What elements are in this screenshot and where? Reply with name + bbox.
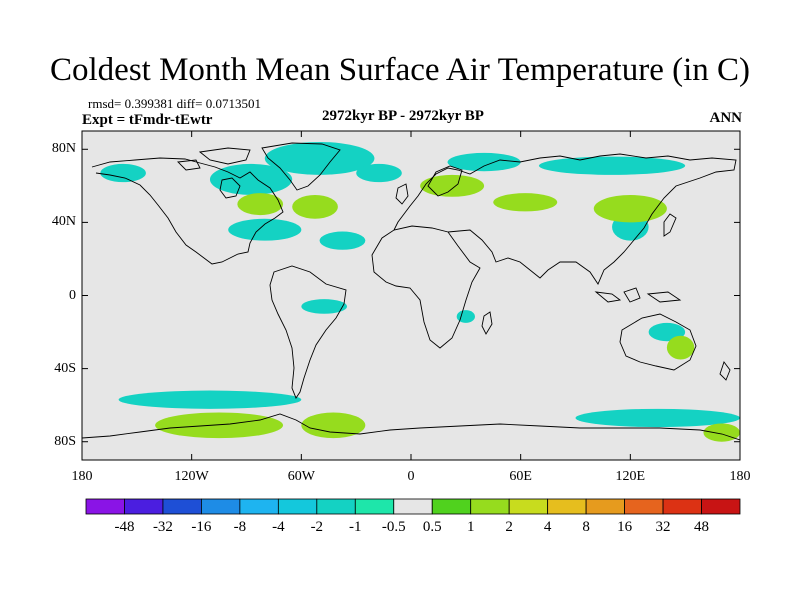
axis-ticks xyxy=(81,131,741,460)
colorbar-swatch xyxy=(701,498,741,515)
anomaly-region-warm xyxy=(292,194,338,219)
colorbar-swatch xyxy=(354,498,395,515)
coastline-indonesia xyxy=(594,287,682,303)
anomaly-region-cool xyxy=(538,156,686,175)
colorbar-swatch xyxy=(277,498,318,515)
anomaly-region-warm xyxy=(237,193,284,216)
lon-label-180e: 180 xyxy=(729,469,751,484)
colorbar-label: -32 xyxy=(152,519,173,535)
anomaly-region-warm xyxy=(593,194,667,223)
anomaly-region-warm xyxy=(301,412,366,439)
colorbar-label: 1 xyxy=(466,519,475,535)
colorbar-swatch xyxy=(508,498,549,515)
colorbar-swatch xyxy=(201,498,241,515)
colorbar-label: 32 xyxy=(655,519,671,535)
coastline-south-america xyxy=(269,265,347,399)
coastline-eurasia-africa xyxy=(371,153,737,349)
coastline-arctic-islands xyxy=(177,147,251,171)
anomaly-region-warm xyxy=(666,335,695,360)
colorbar-label: -48 xyxy=(114,519,135,535)
anomaly-region-warm xyxy=(703,423,740,442)
coastlines xyxy=(82,142,740,441)
colorbar-label: -8 xyxy=(233,519,247,535)
anomaly-fields xyxy=(100,141,740,442)
colorbar-label: -2 xyxy=(310,519,324,535)
colorbar-swatch xyxy=(85,498,125,515)
colorbar-swatch xyxy=(393,498,433,515)
lat-label-80s: 80S xyxy=(54,433,76,449)
colorbar-swatch xyxy=(547,498,587,515)
coastline-scandinavia xyxy=(427,165,463,197)
lon-label-180w: 180 xyxy=(71,469,93,484)
lon-label-120e: 120E xyxy=(615,469,646,484)
colorbar-swatch xyxy=(124,498,164,515)
anomaly-region-cool xyxy=(209,163,293,195)
coastline-japan xyxy=(663,213,677,237)
experiment-line: Expt = tFmdr-tEwtr xyxy=(82,112,213,128)
colorbar-swatch xyxy=(316,498,356,515)
map-title: Coldest Month Mean Surface Air Temperatu… xyxy=(50,52,750,88)
colorbar-label: 2 xyxy=(505,519,513,535)
lon-label-120w: 120W xyxy=(174,469,209,484)
period-label: 2972kyr BP - 2972kyr BP xyxy=(322,108,484,124)
rmsd-diff-line: rmsd= 0.399381 diff= 0.0713501 xyxy=(88,96,261,111)
colorbar-label: -16 xyxy=(191,519,212,535)
coastline-madagascar xyxy=(481,311,493,335)
anomaly-region-cool xyxy=(356,163,402,183)
anomaly-region-cool xyxy=(319,231,366,250)
anomaly-region-cool xyxy=(447,152,521,172)
coastline-new-zealand xyxy=(719,361,731,381)
anomaly-region-cool xyxy=(456,310,475,323)
anomaly-region-cool xyxy=(100,163,146,183)
colorbar-label: -4 xyxy=(272,519,285,535)
colorbar-swatch xyxy=(624,498,664,515)
colorbar-swatch xyxy=(470,498,510,515)
coastline-australia xyxy=(619,313,697,371)
lat-label-40n: 40N xyxy=(51,214,76,230)
lat-label-40s: 40S xyxy=(54,360,76,376)
season-label: ANN xyxy=(709,110,743,126)
colorbar-swatch xyxy=(239,498,279,515)
lon-label-60e: 60E xyxy=(509,469,532,484)
colorbar-swatch xyxy=(431,498,472,515)
coastline-greenland xyxy=(261,142,341,191)
anomaly-region-cool xyxy=(118,390,302,409)
lon-label-0: 0 xyxy=(407,469,415,484)
lat-label-0: 0 xyxy=(69,287,76,303)
colorbar-label: 8 xyxy=(582,519,590,535)
anomaly-region-warm xyxy=(420,174,485,197)
lat-label-80n: 80N xyxy=(51,141,76,157)
colorbar-label: -1 xyxy=(349,519,362,535)
coastline-north-america xyxy=(91,157,284,265)
anomaly-region-warm xyxy=(493,193,558,212)
colorbar-label: 48 xyxy=(694,519,710,535)
colorbar-label: -0.5 xyxy=(381,519,406,535)
colorbar-swatch xyxy=(662,498,702,515)
colorbar-label: 16 xyxy=(617,519,633,535)
colorbar-swatch xyxy=(585,498,625,515)
colorbar xyxy=(85,498,741,515)
colorbar-label: 0.5 xyxy=(422,519,442,535)
coastline-antarctica xyxy=(82,413,740,441)
anomaly-region-cool xyxy=(228,218,302,241)
lon-label-60w: 60W xyxy=(287,469,315,484)
anomaly-region-cool xyxy=(575,408,740,428)
coastline-british-isles xyxy=(395,183,409,205)
colorbar-label: 4 xyxy=(543,519,552,535)
anomaly-region-cool xyxy=(264,141,375,175)
anomaly-region-warm xyxy=(155,412,284,439)
anomaly-region-cool xyxy=(301,299,348,314)
colorbar-swatch xyxy=(162,498,202,515)
coastline-hudson-bay xyxy=(219,177,241,199)
